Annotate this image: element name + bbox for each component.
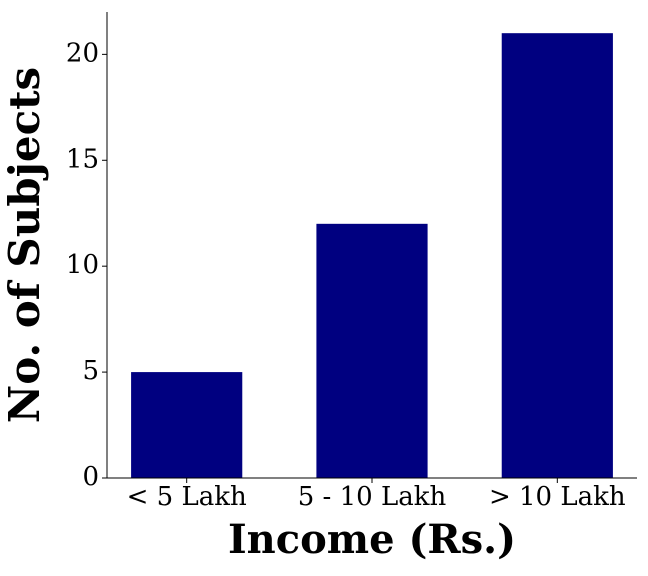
y-tick-label: 20 <box>66 38 99 68</box>
y-tick-label: 5 <box>82 356 99 386</box>
x-tick-label: > 10 Lakh <box>489 482 626 512</box>
bar <box>316 223 428 478</box>
y-tick-label: 0 <box>82 462 99 492</box>
y-tick-label: 15 <box>66 144 99 174</box>
y-axis-title: No. of Subjects <box>0 67 49 423</box>
x-axis-title: Income (Rs.) <box>228 516 516 563</box>
y-tick-label: 10 <box>66 250 99 280</box>
bar <box>131 372 243 478</box>
x-tick-label: 5 - 10 Lakh <box>298 482 447 512</box>
bar <box>501 33 613 478</box>
x-tick-label: < 5 Lakh <box>127 482 247 512</box>
